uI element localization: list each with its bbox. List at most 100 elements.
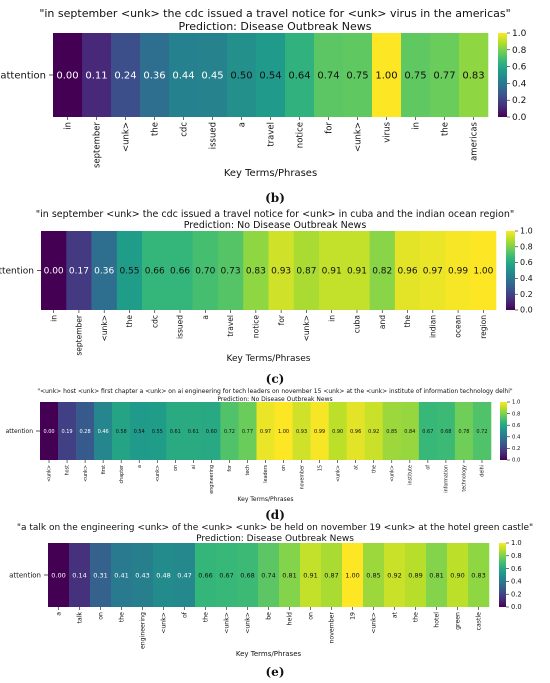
heatmap-cell — [130, 402, 149, 460]
cell-value-label: 0.60 — [206, 429, 217, 435]
heatmap-cell — [310, 402, 329, 460]
cell-value-label: 0.19 — [61, 429, 72, 435]
colorbar-tick-label: 0.6 — [512, 63, 527, 73]
heatmap-cell — [111, 33, 141, 117]
x-tick-label: the — [150, 122, 160, 136]
heatmap-cell — [426, 543, 448, 607]
heatmap-cell — [142, 231, 168, 310]
x-tick-label: in — [327, 315, 336, 322]
heatmap-cell — [401, 33, 431, 117]
x-tick-label: <unk> — [371, 612, 378, 634]
colorbar-tick-label: 0.4 — [511, 578, 522, 586]
heatmap-cell — [394, 231, 421, 310]
cell-value-label: 0.61 — [188, 429, 199, 435]
x-tick-label: travel — [226, 315, 235, 337]
cell-value-label: 0.67 — [219, 571, 233, 579]
x-tick-label: <unk> — [161, 612, 168, 634]
cell-value-label: 0.85 — [366, 571, 380, 579]
heatmap-cell — [40, 402, 59, 460]
heatmap-cell — [41, 231, 67, 310]
heatmap-cell — [346, 402, 366, 460]
cell-value-label: 0.74 — [261, 571, 275, 579]
x-tick-label: <unk> — [224, 612, 231, 634]
heatmap-cell — [48, 543, 70, 607]
panel-label-c: (c) — [265, 372, 285, 386]
x-tick-label: and — [378, 315, 387, 329]
x-tick-label: september — [92, 121, 102, 168]
heatmap-cell — [344, 231, 370, 310]
cell-value-label: 0.83 — [246, 267, 266, 277]
x-tick-label: first — [101, 465, 107, 474]
heatmap-cell — [445, 231, 472, 310]
cell-value-label: 0.36 — [143, 71, 165, 82]
cell-value-label: 0.36 — [94, 267, 114, 277]
heatmap-cell — [112, 402, 131, 460]
heatmap-cell — [472, 402, 492, 460]
heatmap-cell — [153, 543, 175, 607]
cell-value-label: 0.00 — [43, 429, 54, 435]
cell-value-label: 0.96 — [398, 267, 418, 277]
x-tick-label: on — [282, 465, 287, 471]
cell-value-label: 0.87 — [324, 571, 338, 579]
heatmap-cell — [169, 33, 199, 117]
colorbar — [500, 402, 507, 460]
chart-title: "in september <unk> the cdc issued a tra… — [39, 7, 510, 20]
heatmap-cell — [430, 33, 460, 117]
x-tick-label: september — [75, 314, 84, 356]
heatmap-cell — [58, 402, 77, 460]
x-tick-label: ai — [191, 465, 197, 469]
x-tick-label: in — [49, 315, 58, 322]
cell-value-label: 0.85 — [386, 429, 397, 435]
cell-value-label: 0.74 — [317, 71, 339, 82]
heatmap-cell — [420, 231, 446, 310]
cell-value-label: 0.84 — [404, 429, 415, 435]
cell-value-label: 0.83 — [471, 571, 485, 579]
cell-value-label: 0.17 — [69, 267, 89, 277]
cell-value-label: 1.00 — [345, 571, 359, 579]
cell-value-label: 0.44 — [172, 71, 194, 82]
colorbar-tick-label: 0.0 — [511, 603, 522, 611]
x-tick-label: a — [138, 465, 143, 468]
heatmap-cell — [300, 543, 322, 607]
cell-value-label: 0.91 — [347, 267, 367, 277]
colorbar-tick-label: 0.6 — [520, 258, 533, 267]
heatmap-cell — [400, 402, 420, 460]
cell-value-label: 0.72 — [476, 429, 487, 435]
cell-value-label: 0.77 — [433, 71, 455, 82]
colorbar-tick-label: 0.4 — [520, 274, 533, 283]
cell-value-label: 0.72 — [224, 429, 235, 435]
x-tick-label: at — [353, 465, 359, 470]
x-tick-label: november — [299, 465, 305, 489]
row-label: attention — [0, 267, 34, 277]
heatmap-cell — [342, 543, 364, 607]
cell-value-label: 0.83 — [462, 71, 484, 82]
cell-value-label: 0.91 — [303, 571, 317, 579]
cell-value-label: 0.41 — [114, 571, 128, 579]
x-tick-label: for — [324, 121, 334, 133]
cell-value-label: 0.89 — [408, 571, 422, 579]
x-tick-label: issued — [176, 315, 185, 339]
heatmap-cell — [148, 402, 167, 460]
x-tick-label: <unk> — [155, 465, 161, 482]
colorbar-tick-label: 0.8 — [512, 411, 521, 417]
cell-value-label: 0.91 — [322, 267, 342, 277]
colorbar-tick-label: 1.0 — [520, 227, 533, 236]
heatmap-cell — [268, 231, 295, 310]
cell-value-label: 0.82 — [372, 267, 392, 277]
cell-value-label: 0.90 — [332, 429, 343, 435]
heatmap-cell — [202, 402, 221, 460]
heatmap-cell — [174, 543, 196, 607]
x-tick-label: a — [201, 315, 210, 320]
cell-value-label: 0.46 — [98, 429, 109, 435]
cell-value-label: 1.00 — [473, 267, 493, 277]
x-tick-label: engineering — [209, 465, 215, 494]
cell-value-label: 0.54 — [259, 71, 281, 82]
x-axis-label: Key Terms/Phrases — [236, 650, 302, 658]
cell-value-label: 0.81 — [429, 571, 443, 579]
heatmap-cell — [94, 402, 113, 460]
colorbar-tick-label: 0.0 — [512, 113, 527, 123]
heatmap-cell — [111, 543, 133, 607]
colorbar-tick-label: 0.2 — [511, 590, 522, 598]
cell-value-label: 0.31 — [93, 571, 107, 579]
cell-value-label: 0.77 — [242, 429, 253, 435]
